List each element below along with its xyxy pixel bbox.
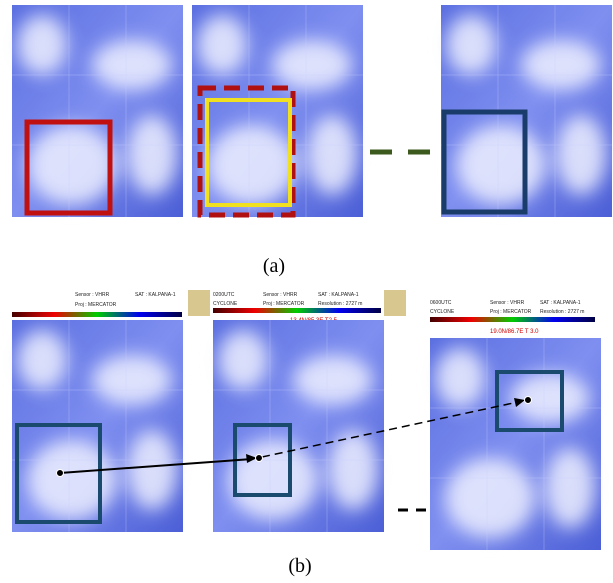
color-bar bbox=[213, 308, 381, 313]
color-bar bbox=[12, 312, 182, 317]
color-bar bbox=[430, 317, 595, 322]
logo bbox=[188, 290, 210, 316]
header-text: Sensor : VHRR bbox=[490, 300, 525, 306]
logo bbox=[384, 290, 406, 316]
panel-label: (a) bbox=[263, 255, 285, 277]
cyclone-center bbox=[256, 455, 263, 462]
panel-label: (b) bbox=[288, 555, 311, 577]
header-text: SAT : KALPANA-1 bbox=[318, 292, 359, 298]
header-text: CYCLONE bbox=[213, 301, 238, 307]
satellite-image bbox=[430, 338, 601, 550]
header-text: Sensor : VHRR bbox=[263, 292, 298, 298]
satellite-image bbox=[192, 5, 363, 217]
header-text: CYCLONE bbox=[430, 309, 455, 315]
header-text: Proj : MERCATOR bbox=[263, 301, 305, 307]
header-text: 0600UTC bbox=[430, 300, 452, 306]
cyclone-center bbox=[57, 470, 64, 477]
header-text: SAT : KALPANA-1 bbox=[135, 292, 176, 298]
panel-a: (a) bbox=[12, 5, 612, 277]
satellite-image bbox=[12, 5, 183, 217]
position-text: 19.0N/86.7E T 3.0 bbox=[490, 329, 539, 335]
header-text: Proj : MERCATOR bbox=[490, 309, 532, 315]
header-text: SAT : KALPANA-1 bbox=[540, 300, 581, 306]
header-text: Sensor : VHRR bbox=[75, 292, 110, 298]
header-text: Resolution : 2727 m bbox=[318, 301, 362, 307]
header-text: Proj : MERCATOR bbox=[75, 302, 117, 308]
header-text: 0200UTC bbox=[213, 292, 235, 298]
header-text: Resolution : 2727 m bbox=[540, 309, 584, 315]
figure: (a) Sensor : VHRR SAT : KALPANA-1 Proj :… bbox=[0, 0, 613, 583]
cyclone-center bbox=[525, 397, 532, 404]
panel-b: Sensor : VHRR SAT : KALPANA-1 Proj : MER… bbox=[12, 290, 601, 577]
